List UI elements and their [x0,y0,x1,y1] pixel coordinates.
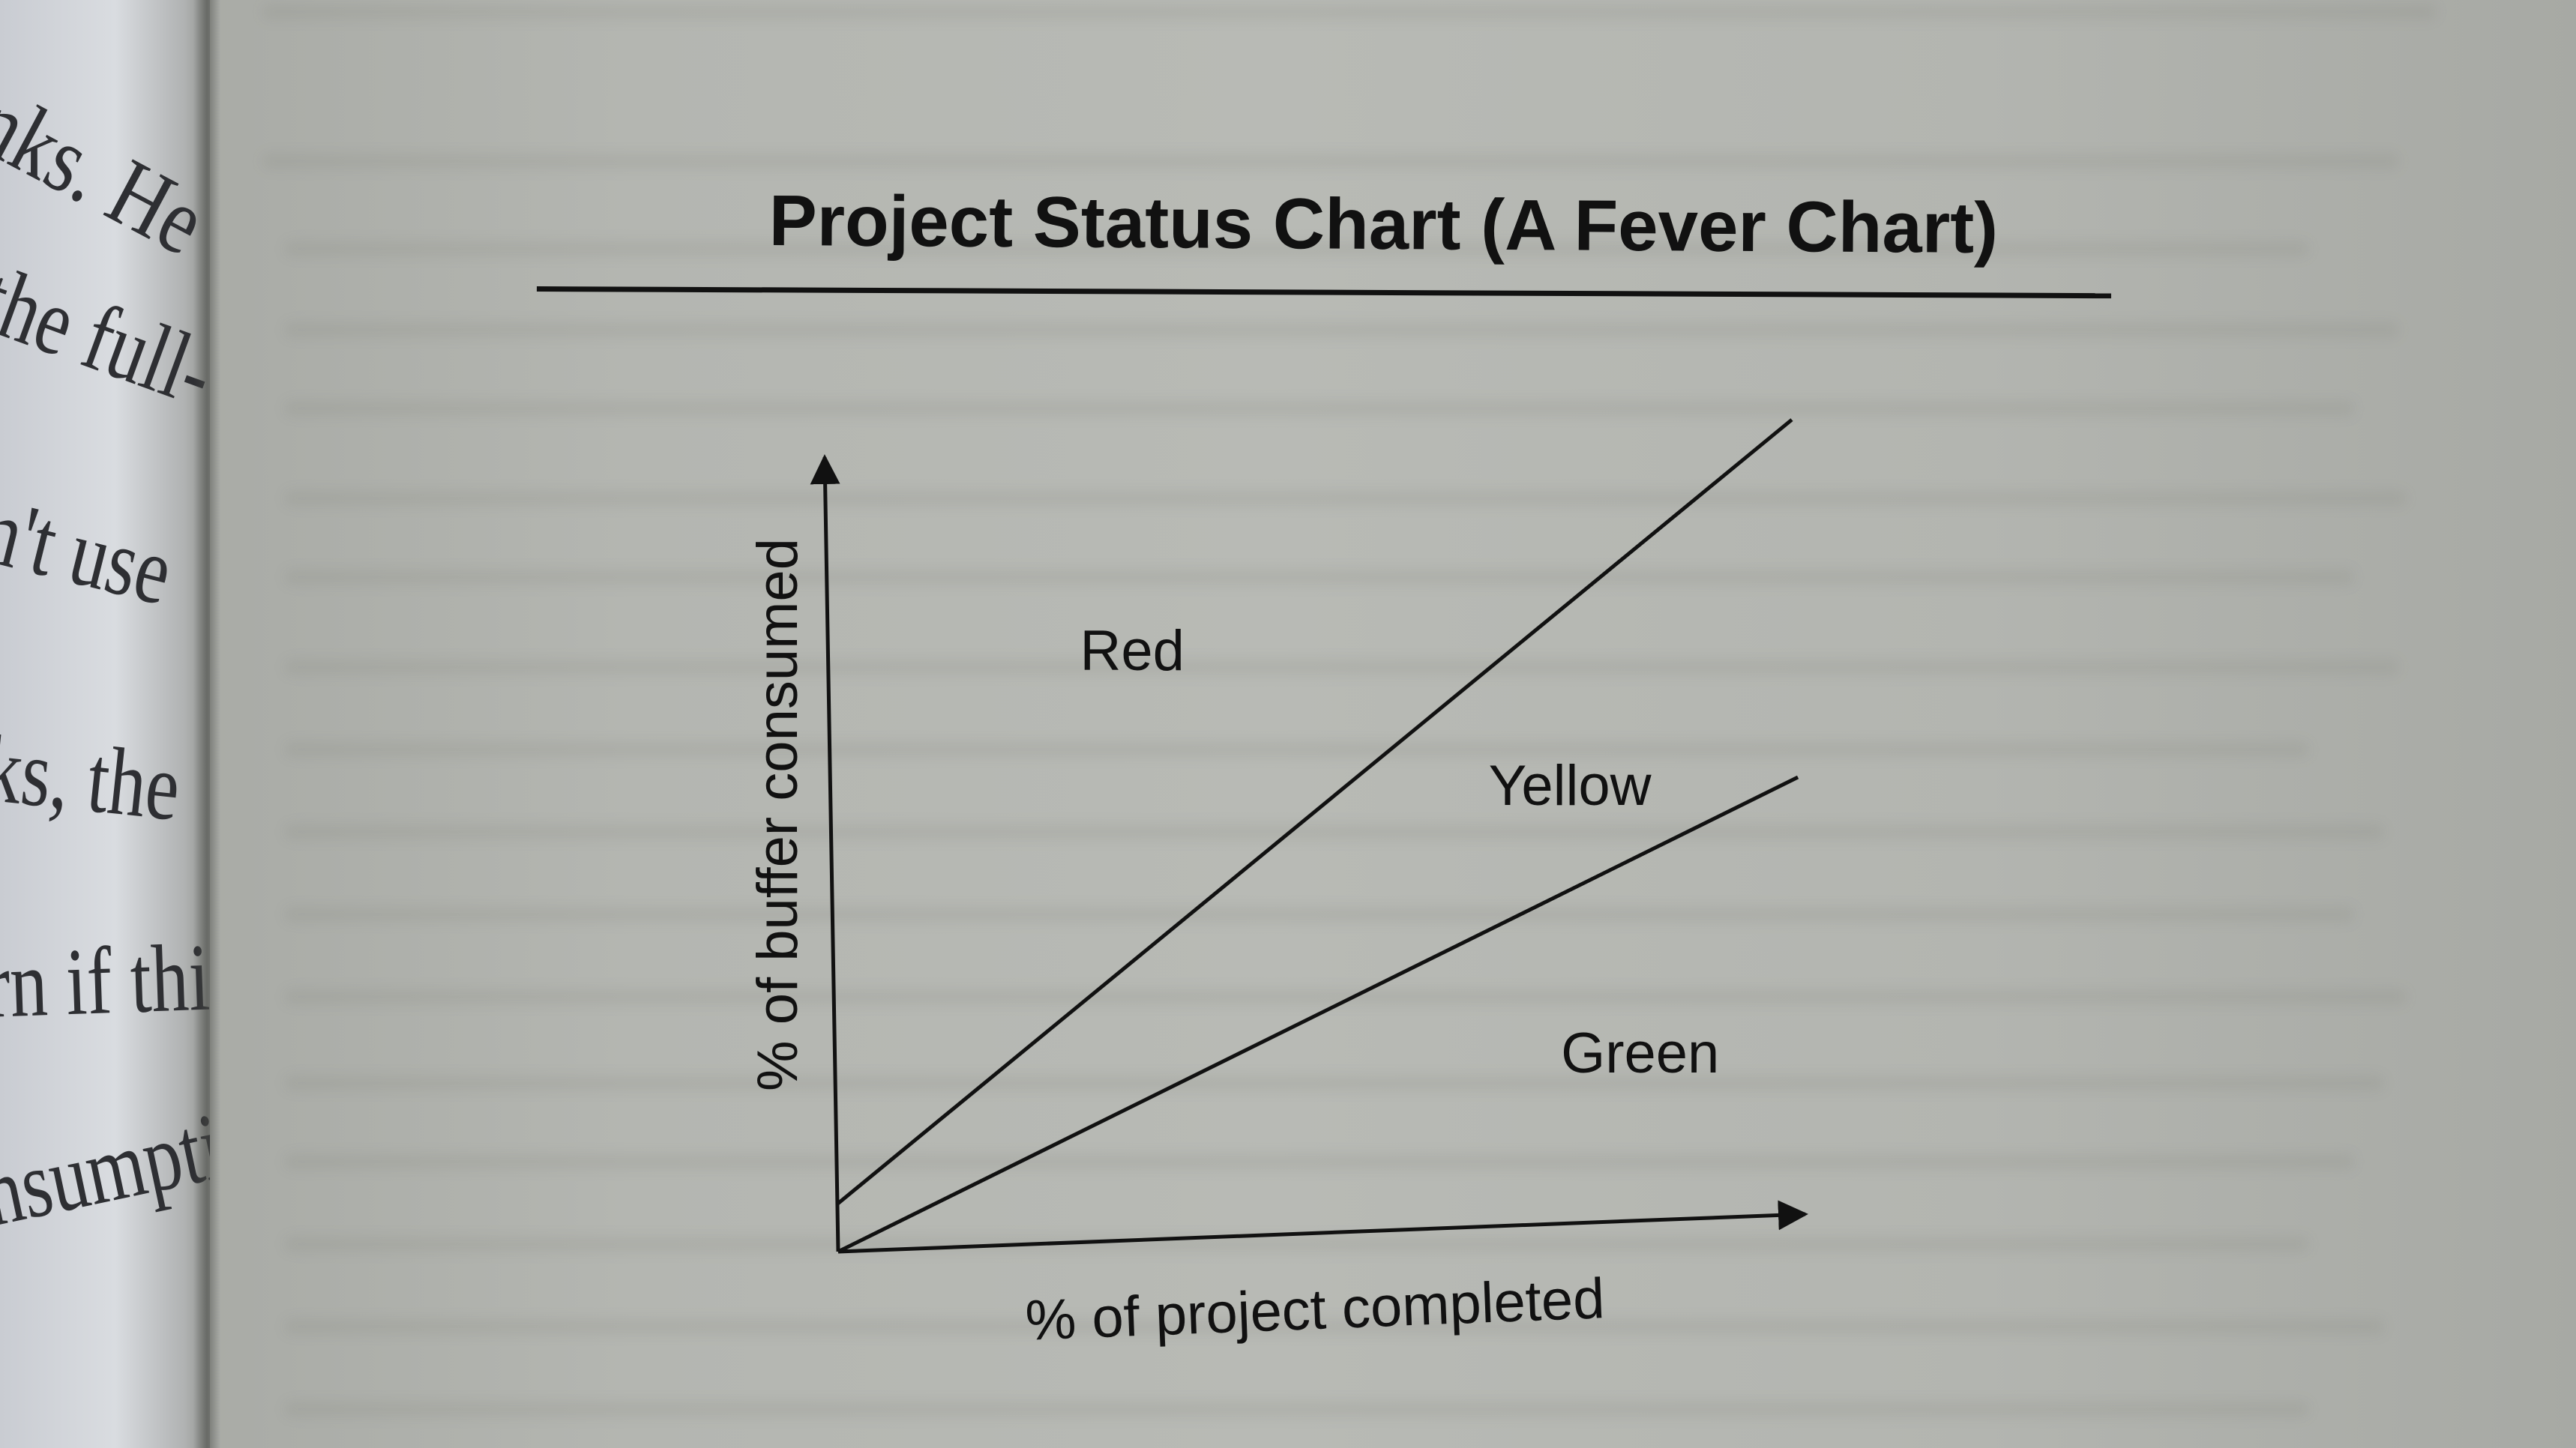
region-label-yellow: Yellow [1489,754,1652,818]
x-axis-label: % of project completed [1024,1267,1606,1353]
y-axis-label: % of buffer consumed [746,538,810,1091]
region-label-red: Red [1080,619,1184,683]
boundary-line-2 [837,775,1799,1254]
x-axis [837,1200,1808,1254]
boundary-line-1 [836,418,1793,1206]
book-spine-shadow [193,0,220,1448]
left-book-page: nks. He the full- n't use ks, the rn if … [0,0,210,1448]
region-label-green: Green [1561,1022,1719,1085]
y-axis [810,454,840,1252]
right-book-page [202,0,2576,1448]
